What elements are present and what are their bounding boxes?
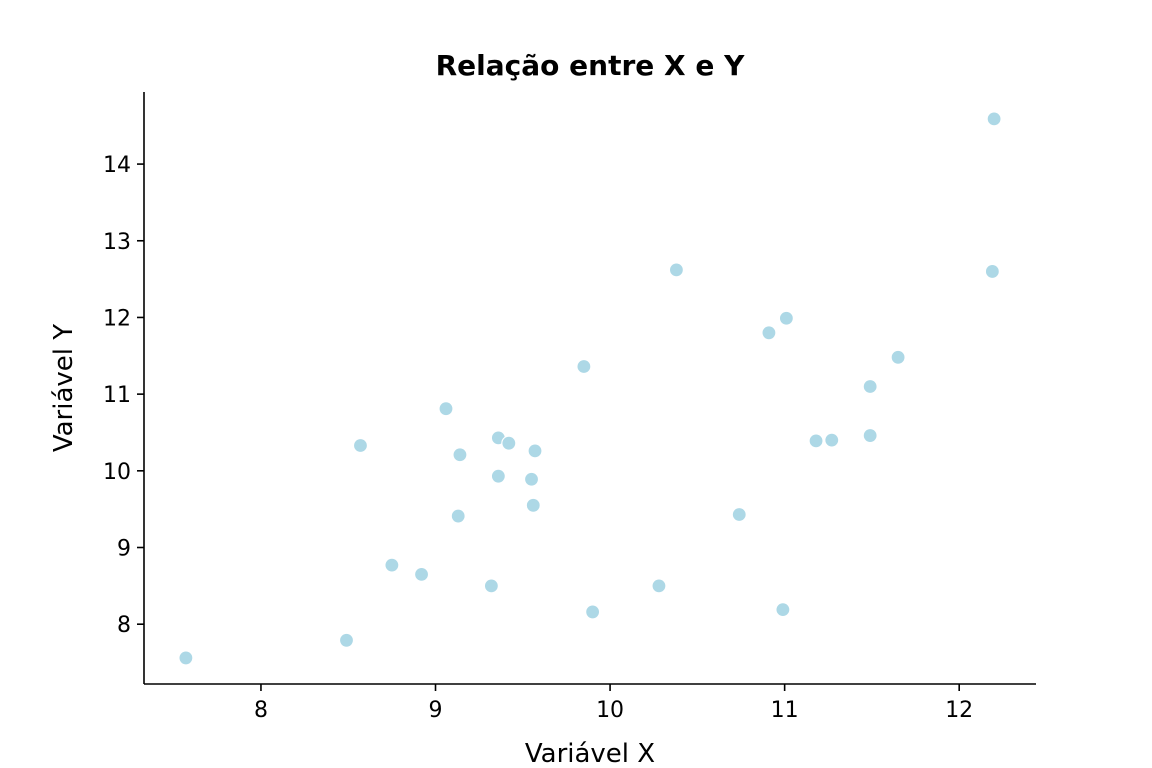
scatter-point bbox=[808, 433, 824, 449]
x-tick-label: 10 bbox=[596, 698, 624, 723]
scatter-point bbox=[668, 262, 685, 278]
scatter-point bbox=[585, 604, 601, 620]
y-axis-label: Variável Y bbox=[49, 324, 79, 452]
scatter-point bbox=[731, 506, 747, 523]
scatter-points bbox=[178, 111, 1002, 666]
scatter-point bbox=[523, 471, 540, 487]
y-axis-ticks: 8 9 10 11 12 13 14 bbox=[103, 153, 144, 638]
y-tick-label: 13 bbox=[103, 230, 131, 255]
x-tick-label: 11 bbox=[771, 698, 799, 723]
scatter-point bbox=[576, 358, 592, 375]
y-tick-label: 8 bbox=[117, 613, 131, 638]
scatter-point bbox=[450, 508, 466, 524]
scatter-point bbox=[352, 437, 369, 454]
y-tick-label: 14 bbox=[103, 153, 131, 178]
scatter-point bbox=[984, 263, 1000, 280]
axes-spines bbox=[143, 92, 1036, 685]
scatter-point bbox=[862, 378, 878, 395]
y-tick-label: 9 bbox=[117, 537, 131, 562]
scatter-point bbox=[890, 349, 906, 365]
scatter-point bbox=[986, 111, 1002, 127]
x-tick-label: 9 bbox=[429, 698, 443, 723]
scatter-point bbox=[525, 497, 541, 513]
scatter-point bbox=[824, 432, 840, 448]
scatter-point bbox=[651, 578, 667, 594]
x-tick-label: 8 bbox=[254, 698, 268, 723]
scatter-point bbox=[501, 435, 517, 451]
scatter-point bbox=[775, 602, 791, 618]
scatter-point bbox=[338, 632, 355, 648]
scatter-point bbox=[452, 447, 468, 463]
x-axis-ticks: 8 9 10 11 12 bbox=[254, 684, 973, 723]
scatter-point bbox=[527, 443, 543, 459]
scatter-point bbox=[483, 578, 499, 594]
y-tick-label: 12 bbox=[103, 306, 131, 331]
scatter-point bbox=[178, 650, 194, 666]
scatter-point bbox=[413, 566, 430, 582]
y-tick-label: 11 bbox=[103, 383, 131, 408]
y-tick-label: 10 bbox=[103, 460, 131, 485]
scatter-point bbox=[761, 325, 777, 341]
scatter-point bbox=[438, 401, 454, 417]
x-tick-label: 12 bbox=[945, 698, 973, 723]
x-axis-label: Variável X bbox=[525, 739, 655, 768]
scatter-point bbox=[490, 468, 506, 484]
scatter-point bbox=[862, 427, 878, 444]
scatter-point bbox=[778, 310, 794, 326]
scatter-point bbox=[384, 557, 400, 573]
chart-title: Relação entre X e Y bbox=[436, 49, 745, 82]
